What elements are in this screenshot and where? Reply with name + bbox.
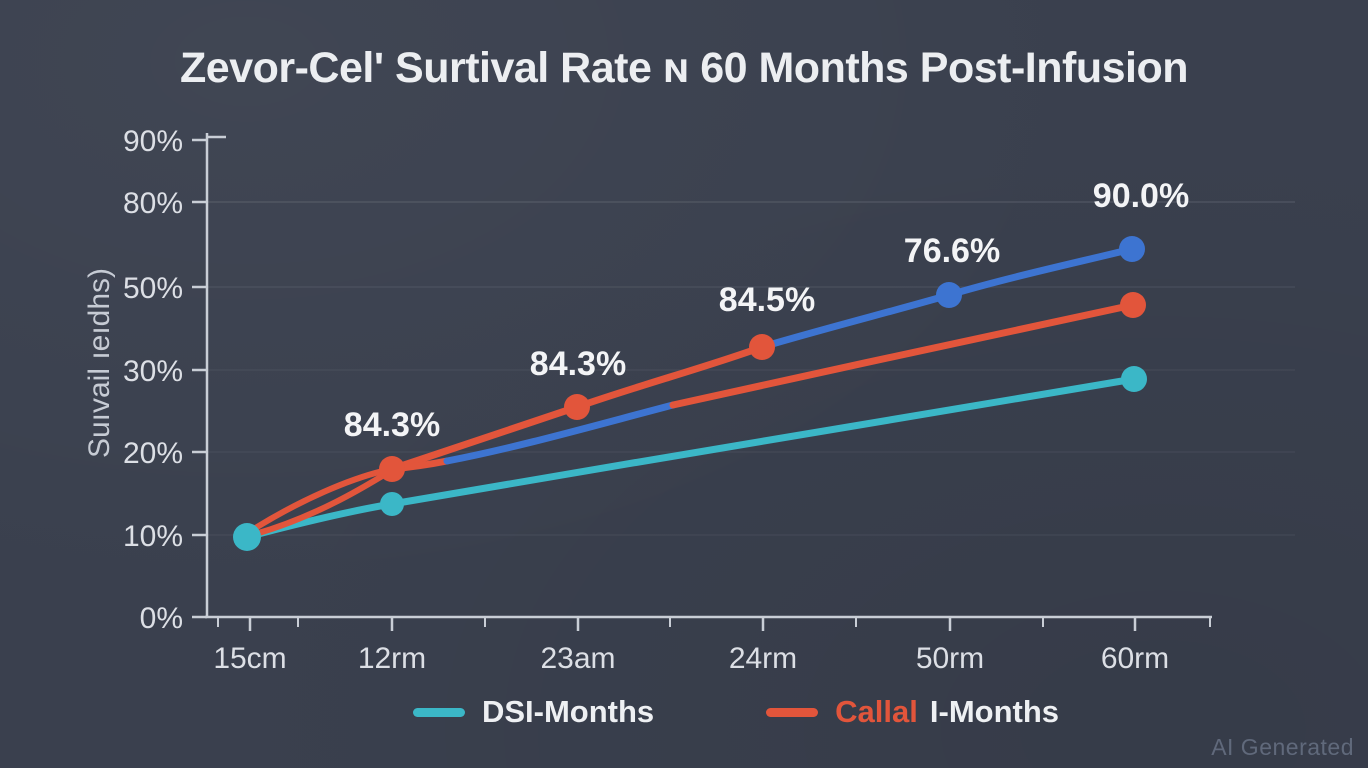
point-value-label: 84.5% (719, 281, 815, 319)
y-axis-title: Suıvail ıeıdhs) (83, 267, 116, 459)
legend-label-rest-part: I-Months (929, 694, 1060, 729)
data-point-marker (936, 282, 962, 308)
data-point-marker (233, 523, 261, 551)
y-tick-label: 20% (123, 437, 183, 470)
y-tick-label: 0% (140, 602, 183, 635)
legend-item-callal-i-months: Callal I-Months (766, 694, 1059, 730)
data-point-marker (1121, 366, 1147, 392)
x-tick-label: 12rm (358, 642, 426, 675)
x-tick-label: 24rm (729, 642, 797, 675)
data-point-marker (1119, 236, 1145, 262)
legend-label: DSI-Months (481, 694, 655, 729)
series-line-segment (246, 466, 395, 535)
data-point-marker (749, 334, 775, 360)
series-line-segment (249, 467, 395, 538)
legend-label: Callal I-Months (835, 694, 1059, 730)
legend-item-dsi-months: DSI-Months (412, 694, 655, 730)
y-tick-label: 50% (123, 272, 183, 305)
data-point-marker (1120, 292, 1146, 318)
point-value-label: 84.3% (344, 406, 440, 444)
series-line-segment (669, 301, 1137, 409)
legend-swatch-teal-icon (412, 707, 465, 717)
data-point-marker (564, 394, 590, 420)
series-line-segment (443, 401, 677, 465)
chart-legend: DSI-Months Callal I-Months (52, 688, 1368, 736)
legend-label-colored-part: Callal (835, 694, 918, 729)
y-tick-label: 90% (123, 125, 183, 158)
x-tick-label: 23am (540, 642, 615, 675)
y-tick-label: 10% (123, 520, 183, 553)
chart-title: Zevor-Cel' Surtival Rate ɴ 60 Months Pos… (180, 44, 1188, 92)
point-value-label: 84.3% (530, 345, 626, 383)
point-value-label: 90.0% (1093, 177, 1189, 215)
series-line-segment (243, 375, 1138, 541)
y-tick-label: 30% (123, 355, 183, 388)
data-point-marker (379, 456, 405, 482)
data-point-marker (380, 492, 404, 516)
legend-swatch-red-icon (766, 707, 819, 717)
x-tick-label: 60rm (1101, 642, 1169, 675)
x-tick-label: 15cm (213, 642, 286, 675)
y-tick-label: 80% (123, 187, 183, 220)
ai-generated-watermark: AI Generated (1211, 734, 1354, 760)
x-tick-label: 50rm (916, 642, 984, 675)
point-value-label: 76.6% (904, 232, 1000, 270)
